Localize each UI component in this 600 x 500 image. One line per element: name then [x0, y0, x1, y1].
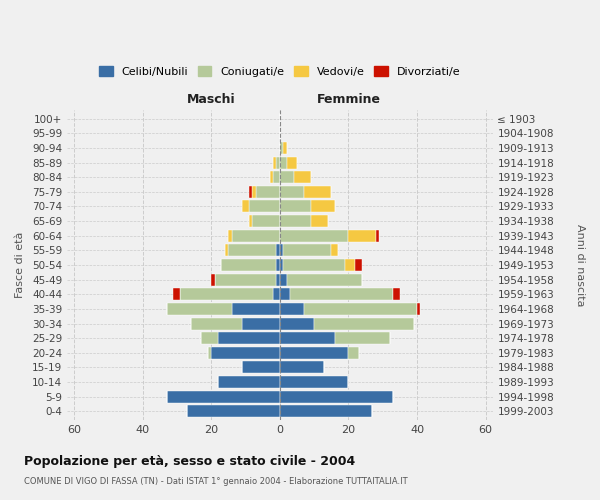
Bar — [314, 318, 413, 330]
Bar — [201, 332, 218, 344]
Bar — [273, 156, 277, 168]
Bar — [280, 376, 349, 388]
Legend: Celibi/Nubili, Coniugati/e, Vedovi/e, Divorziati/e: Celibi/Nubili, Coniugati/e, Vedovi/e, Di… — [96, 62, 464, 80]
Bar — [253, 215, 280, 227]
Bar — [277, 259, 280, 271]
Bar — [280, 406, 373, 417]
Bar — [256, 186, 280, 198]
Bar — [280, 259, 283, 271]
Bar — [280, 156, 287, 168]
Bar — [280, 244, 283, 256]
Bar — [283, 259, 345, 271]
Bar — [273, 171, 280, 183]
Bar — [187, 406, 280, 417]
Bar — [211, 347, 280, 359]
Bar — [211, 274, 215, 285]
Bar — [280, 142, 283, 154]
Bar — [393, 288, 400, 300]
Bar — [349, 230, 376, 241]
Bar — [277, 274, 280, 285]
Bar — [280, 362, 325, 374]
Bar — [280, 332, 335, 344]
Bar — [335, 332, 389, 344]
Bar — [293, 171, 311, 183]
Bar — [277, 244, 280, 256]
Bar — [283, 244, 331, 256]
Bar — [280, 200, 311, 212]
Bar — [173, 288, 180, 300]
Bar — [280, 186, 304, 198]
Bar — [232, 303, 280, 315]
Bar — [225, 244, 229, 256]
Text: COMUNE DI VIGO DI FASSA (TN) - Dati ISTAT 1° gennaio 2004 - Elaborazione TUTTAIT: COMUNE DI VIGO DI FASSA (TN) - Dati ISTA… — [24, 478, 407, 486]
Bar — [311, 215, 328, 227]
Bar — [242, 200, 249, 212]
Bar — [180, 288, 273, 300]
Bar — [167, 390, 280, 402]
Bar — [249, 215, 253, 227]
Text: Popolazione per età, sesso e stato civile - 2004: Popolazione per età, sesso e stato civil… — [24, 455, 355, 468]
Bar — [269, 171, 273, 183]
Text: Femmine: Femmine — [316, 92, 380, 106]
Bar — [242, 362, 280, 374]
Bar — [221, 259, 277, 271]
Bar — [290, 288, 393, 300]
Bar — [218, 376, 280, 388]
Text: Maschi: Maschi — [187, 92, 235, 106]
Bar — [249, 200, 280, 212]
Bar — [331, 244, 338, 256]
Bar — [249, 186, 253, 198]
Bar — [345, 259, 355, 271]
Bar — [280, 318, 314, 330]
Bar — [417, 303, 421, 315]
Bar — [280, 274, 287, 285]
Bar — [253, 186, 256, 198]
Bar — [304, 303, 417, 315]
Bar — [349, 347, 359, 359]
Bar — [273, 288, 280, 300]
Bar — [167, 303, 232, 315]
Bar — [280, 171, 293, 183]
Bar — [376, 230, 379, 241]
Bar — [242, 318, 280, 330]
Y-axis label: Fasce di età: Fasce di età — [15, 232, 25, 298]
Bar — [280, 303, 304, 315]
Bar — [280, 288, 290, 300]
Bar — [208, 347, 211, 359]
Bar — [283, 142, 287, 154]
Bar — [355, 259, 362, 271]
Bar — [280, 215, 311, 227]
Bar — [229, 244, 277, 256]
Bar — [280, 347, 349, 359]
Bar — [304, 186, 331, 198]
Bar — [229, 230, 232, 241]
Bar — [280, 390, 393, 402]
Bar — [280, 230, 349, 241]
Bar — [311, 200, 335, 212]
Bar — [232, 230, 280, 241]
Bar — [277, 156, 280, 168]
Y-axis label: Anni di nascita: Anni di nascita — [575, 224, 585, 306]
Bar — [191, 318, 242, 330]
Bar — [218, 332, 280, 344]
Bar — [287, 156, 297, 168]
Bar — [215, 274, 277, 285]
Bar — [287, 274, 362, 285]
